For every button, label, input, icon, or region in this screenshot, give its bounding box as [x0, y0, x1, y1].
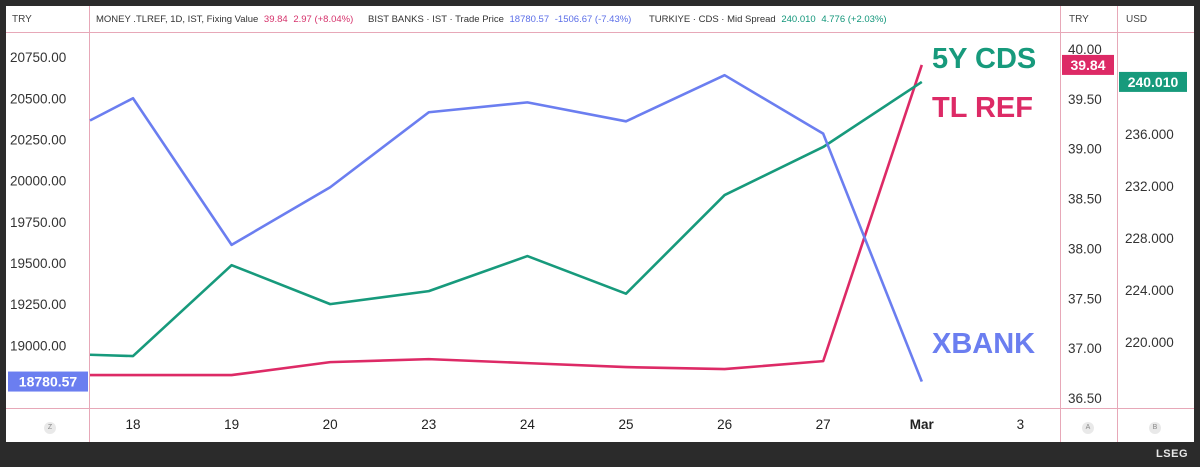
corner-button-right[interactable]: B — [1149, 422, 1161, 434]
right-axis-1-tick: 38.50 — [1068, 192, 1102, 207]
left-axis-tick: 20500.00 — [10, 91, 66, 106]
left-unit-label: TRY — [12, 14, 32, 25]
right-axis-2-tick: 224.000 — [1125, 283, 1174, 298]
right-axis-2-tick: 232.000 — [1125, 179, 1174, 194]
legend-cds-value: 240.010 — [781, 14, 816, 25]
right-axis-1-tick: 36.50 — [1068, 391, 1102, 406]
legend-tlref[interactable]: MONEY .TLREF, 1D, IST, Fixing Value 39.8… — [96, 14, 356, 25]
legend-xbank-label: BIST BANKS · IST · Trade Price — [368, 14, 504, 25]
chart-svg: 20750.00 20500.00 20250.00 20000.00 19750.00… — [8, 42, 1187, 432]
left-axis-tick: 19500.00 — [10, 256, 66, 271]
tlref-line — [90, 64, 924, 377]
x-axis-tick: 23 — [421, 417, 436, 432]
corner-button-mid[interactable]: A — [1082, 422, 1094, 434]
legend-cds-label: TURKIYE · CDS · Mid Spread — [649, 14, 776, 25]
x-axis-tick: Mar — [910, 417, 935, 432]
legend-tlref-label: MONEY .TLREF, 1D, IST, Fixing Value — [96, 14, 259, 25]
right-axis-1-tick: 38.00 — [1068, 241, 1102, 256]
left-axis-tick: 19250.00 — [10, 297, 66, 312]
right-axis-1-tick: 39.00 — [1068, 142, 1102, 157]
brand-logo: LSEG — [1156, 448, 1188, 460]
left-axis-tick: 19750.00 — [10, 215, 66, 230]
right-axis-1-tick: 37.00 — [1068, 341, 1102, 356]
right-axis-1-tick: 37.50 — [1068, 291, 1102, 306]
cds-last-value-badge-bg — [1119, 71, 1187, 92]
tlref-last-value-badge: 39.84 — [1070, 57, 1105, 73]
right-axis-divider-2 — [1117, 6, 1118, 442]
left-axis-tick: 19000.00 — [10, 338, 66, 353]
right-unit-label-1: TRY — [1069, 14, 1089, 25]
legend-tlref-change: 2.97 (+8.04%) — [293, 14, 354, 25]
right-axis-divider-1 — [1060, 6, 1061, 442]
legend-xbank-change: -1506.67 (-7.43%) — [554, 14, 632, 25]
tlref-last-value-badge-bg — [1062, 54, 1114, 75]
footer-bar — [0, 442, 1200, 467]
x-axis-tick: 20 — [323, 417, 338, 432]
x-axis-tick: 19 — [224, 417, 239, 432]
left-axis-tick: 20000.00 — [10, 174, 66, 189]
chart-frame: TRY TRY USD MONEY .TLREF, 1D, IST, Fixin… — [6, 6, 1194, 442]
right-axis-2-tick: 228.000 — [1125, 231, 1174, 246]
x-axis-tick: 25 — [618, 417, 633, 432]
legend-xbank-value: 18780.57 — [509, 14, 550, 25]
legend-cds[interactable]: TURKIYE · CDS · Mid Spread 240.010 4.776… — [649, 14, 890, 25]
annotation-5y-cds: 5Y CDS — [932, 43, 1036, 75]
x-axis-tick: 26 — [717, 417, 732, 432]
left-axis-divider — [89, 6, 90, 442]
legend-tlref-value: 39.84 — [263, 14, 288, 25]
right-axis-2-tick: 236.000 — [1125, 127, 1174, 142]
left-axis-tick: 20750.00 — [10, 50, 66, 65]
cds-line — [89, 80, 923, 358]
legend-cds-change: 4.776 (+2.03%) — [821, 14, 887, 25]
left-axis-tick: 20250.00 — [10, 132, 66, 147]
cds-last-value-badge: 240.010 — [1128, 74, 1179, 90]
header-bar — [6, 6, 1194, 33]
x-axis-divider — [6, 408, 1194, 409]
x-axis-tick: 24 — [520, 417, 536, 432]
right-axis-1-tick: 40.00 — [1068, 42, 1102, 57]
annotation-xbank: XBANK — [932, 328, 1035, 360]
annotation-tl-ref: TL REF — [932, 92, 1033, 124]
right-axis-1-tick: 39.50 — [1068, 92, 1102, 107]
corner-button-left[interactable]: Z — [44, 422, 56, 434]
xbank-line — [89, 73, 924, 383]
right-unit-label-2: USD — [1126, 14, 1148, 25]
x-axis-tick: 27 — [816, 417, 831, 432]
x-axis-tick: 3 — [1017, 417, 1025, 432]
xbank-last-value-badge-bg — [8, 371, 88, 392]
legend-xbank[interactable]: BIST BANKS · IST · Trade Price 18780.57 … — [368, 14, 634, 25]
right-axis-2-tick: 220.000 — [1125, 335, 1174, 350]
x-axis-tick: 18 — [125, 417, 140, 432]
xbank-last-value-badge: 18780.57 — [19, 374, 78, 390]
